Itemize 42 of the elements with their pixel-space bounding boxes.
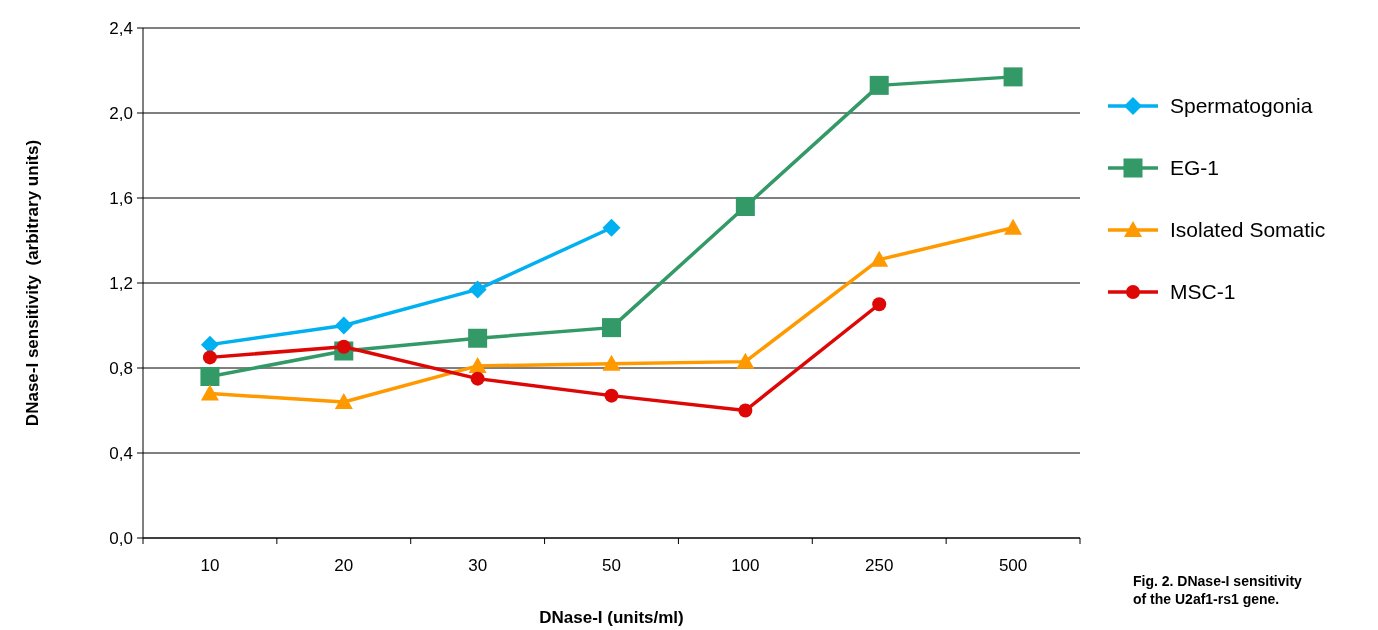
point [334, 393, 353, 409]
point [334, 316, 353, 335]
y-tick-label: 0,0 [109, 528, 133, 548]
x-axis-title: DNase-I (units/ml) [539, 608, 684, 627]
y-tick-label: 1,2 [109, 273, 133, 293]
point [872, 297, 887, 312]
x-tick-label: 30 [468, 556, 488, 575]
y-tick-label: 1,6 [109, 188, 133, 208]
point [468, 356, 487, 373]
point [735, 197, 755, 216]
x-tick-label: 10 [200, 556, 220, 575]
point [602, 218, 621, 237]
point [1003, 67, 1023, 87]
point [602, 354, 621, 371]
point [468, 280, 487, 299]
y-tick-label: 2,4 [109, 18, 133, 38]
point [202, 350, 217, 365]
point [738, 403, 753, 418]
legend-label: Spermatogonia [1170, 94, 1313, 118]
x-tick-label: 250 [865, 556, 894, 575]
x-tick-label: 20 [334, 556, 354, 575]
caption: Fig. 2. DNase-I sensitivity of the U2af1-rs1 gene. [1133, 573, 1303, 607]
legend-label: EG-1 [1170, 156, 1220, 180]
x-tick-label: 100 [731, 556, 760, 575]
point [200, 384, 219, 401]
x-tick-label: 50 [602, 556, 621, 575]
y-tick-label: 0,4 [109, 443, 133, 463]
point [1004, 218, 1023, 235]
point [470, 371, 485, 386]
legend-label: Isolated Somatic [1170, 218, 1326, 242]
point [602, 318, 621, 338]
y-axis-title: DNase-I sensitivity (arbitrary units) [23, 139, 42, 427]
point [468, 328, 488, 348]
y-tick-label: 2,0 [109, 103, 133, 123]
point [736, 352, 755, 369]
legend-label: MSC-1 [1170, 280, 1236, 304]
point [869, 75, 889, 95]
x-tick-label: 500 [998, 556, 1028, 575]
point [870, 250, 889, 267]
y-tick-label: 0,8 [109, 358, 133, 378]
point [604, 388, 619, 403]
point [200, 367, 220, 386]
